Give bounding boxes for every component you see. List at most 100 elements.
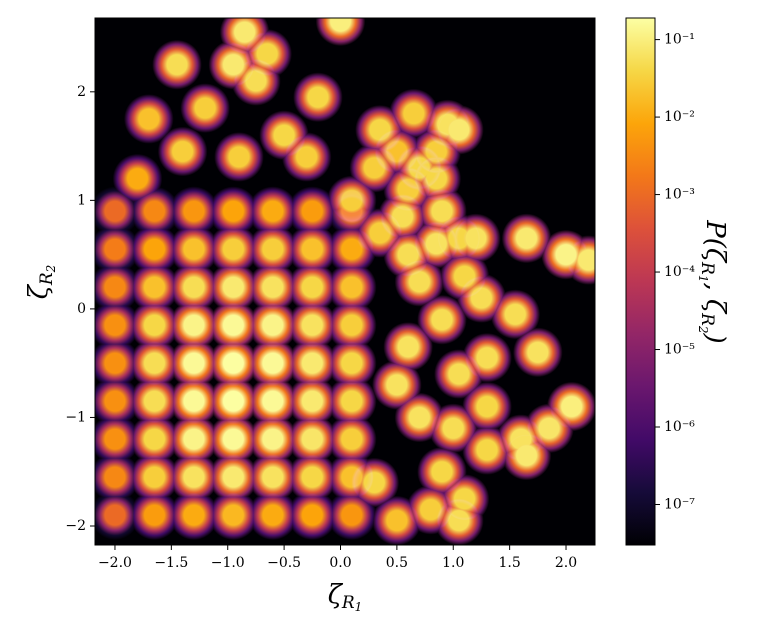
- density-point: [372, 360, 422, 410]
- density-point: [248, 186, 298, 237]
- density-point: [95, 452, 140, 502]
- density-point: [248, 376, 298, 426]
- density-point: [169, 414, 219, 464]
- colorbar-tick-label: 10⁻⁶: [664, 419, 695, 435]
- density-point: [248, 300, 298, 350]
- density-point: [355, 104, 405, 155]
- density-point: [95, 414, 140, 464]
- density-point: [326, 262, 377, 313]
- density-point: [214, 132, 264, 182]
- density-point: [169, 300, 219, 350]
- density-point: [326, 175, 377, 226]
- density-point: [123, 94, 174, 144]
- density-point: [208, 490, 259, 540]
- density-point: [248, 262, 298, 313]
- colorbar-tick-label: 10⁻¹: [664, 32, 695, 48]
- y-tick-label: 2: [77, 84, 86, 100]
- density-point: [152, 39, 202, 90]
- x-tick-label: 0.0: [329, 555, 351, 571]
- density-point: [248, 224, 298, 275]
- colorbar-tick-label: 10⁻⁵: [664, 342, 695, 358]
- density-point: [411, 218, 462, 269]
- density-point: [287, 186, 338, 237]
- density-point: [287, 300, 338, 350]
- density-point: [248, 414, 298, 464]
- density-point: [434, 495, 484, 545]
- density-point: [169, 452, 219, 502]
- density-point: [169, 490, 219, 540]
- density-point: [434, 349, 484, 399]
- colorbar-tick-label: 10⁻⁴: [664, 264, 695, 280]
- y-tick-label: −1: [65, 409, 86, 425]
- density-point: [129, 490, 180, 540]
- density-point: [129, 262, 180, 313]
- label-part: 2: [44, 265, 58, 274]
- y-tick-label: 1: [77, 192, 86, 208]
- density-point: [169, 262, 219, 313]
- x-tick-label: 1.5: [499, 555, 521, 571]
- y-tick-label: −2: [65, 518, 86, 534]
- density-point: [95, 300, 140, 350]
- density-layer: [95, 18, 595, 545]
- density-point: [315, 18, 366, 47]
- label-part: ζ: [24, 283, 54, 299]
- density-point: [287, 376, 338, 426]
- colorbar-tick-label: 10⁻²: [664, 109, 695, 125]
- density-point: [501, 213, 552, 264]
- density-point: [450, 213, 501, 264]
- density-point: [326, 300, 377, 350]
- density-point: [377, 191, 428, 242]
- x-tick-label: 1.0: [442, 555, 464, 571]
- density-point: [287, 224, 338, 275]
- label-part: 1: [697, 275, 711, 283]
- density-point: [208, 452, 259, 502]
- density-point: [541, 229, 591, 280]
- colorbar: [625, 17, 656, 546]
- label-part: ζ: [328, 580, 344, 610]
- label-part: ζ: [700, 299, 730, 315]
- density-point: [208, 376, 259, 426]
- x-tick-label: 0.5: [386, 555, 408, 571]
- density-point: [513, 327, 563, 378]
- density-point: [129, 300, 180, 350]
- density-point: [129, 224, 180, 275]
- density-point: [129, 338, 180, 388]
- density-point: [326, 414, 377, 464]
- plot-frame: [94, 17, 596, 546]
- colorbar-tick-label: 10⁻³: [664, 187, 695, 203]
- density-point: [259, 110, 309, 161]
- density-point: [326, 338, 377, 388]
- density-point: [248, 338, 298, 388]
- x-tick-label: −0.5: [267, 555, 301, 571]
- density-point: [180, 83, 230, 133]
- density-point: [287, 262, 338, 313]
- density-point: [208, 39, 259, 90]
- label-part: ): [700, 333, 730, 344]
- x-tick-label: −1.5: [154, 555, 188, 571]
- density-point: [95, 262, 140, 312]
- density-point: [169, 338, 219, 388]
- label-part: ζ: [700, 248, 730, 264]
- density-point: [293, 72, 343, 123]
- density-point: [326, 376, 377, 426]
- density-point: [95, 490, 140, 540]
- label-part: R: [341, 593, 355, 613]
- density-point: [95, 376, 140, 426]
- density-point: [208, 414, 259, 464]
- density-point: [417, 294, 467, 345]
- x-tick-label: −1.0: [211, 555, 245, 571]
- density-point: [287, 414, 338, 464]
- density-point: [546, 381, 595, 432]
- colorbar-tick-label: 10⁻⁷: [664, 496, 695, 512]
- density-point: [287, 452, 338, 502]
- density-point: [208, 338, 259, 388]
- density-point: [129, 376, 180, 426]
- density-point: [95, 224, 140, 275]
- density-point: [490, 289, 541, 340]
- label-part: 1: [355, 600, 363, 614]
- y-tick-label: 0: [77, 301, 86, 317]
- density-point: [129, 452, 180, 502]
- density-point: [169, 376, 219, 426]
- density-point: [157, 126, 208, 177]
